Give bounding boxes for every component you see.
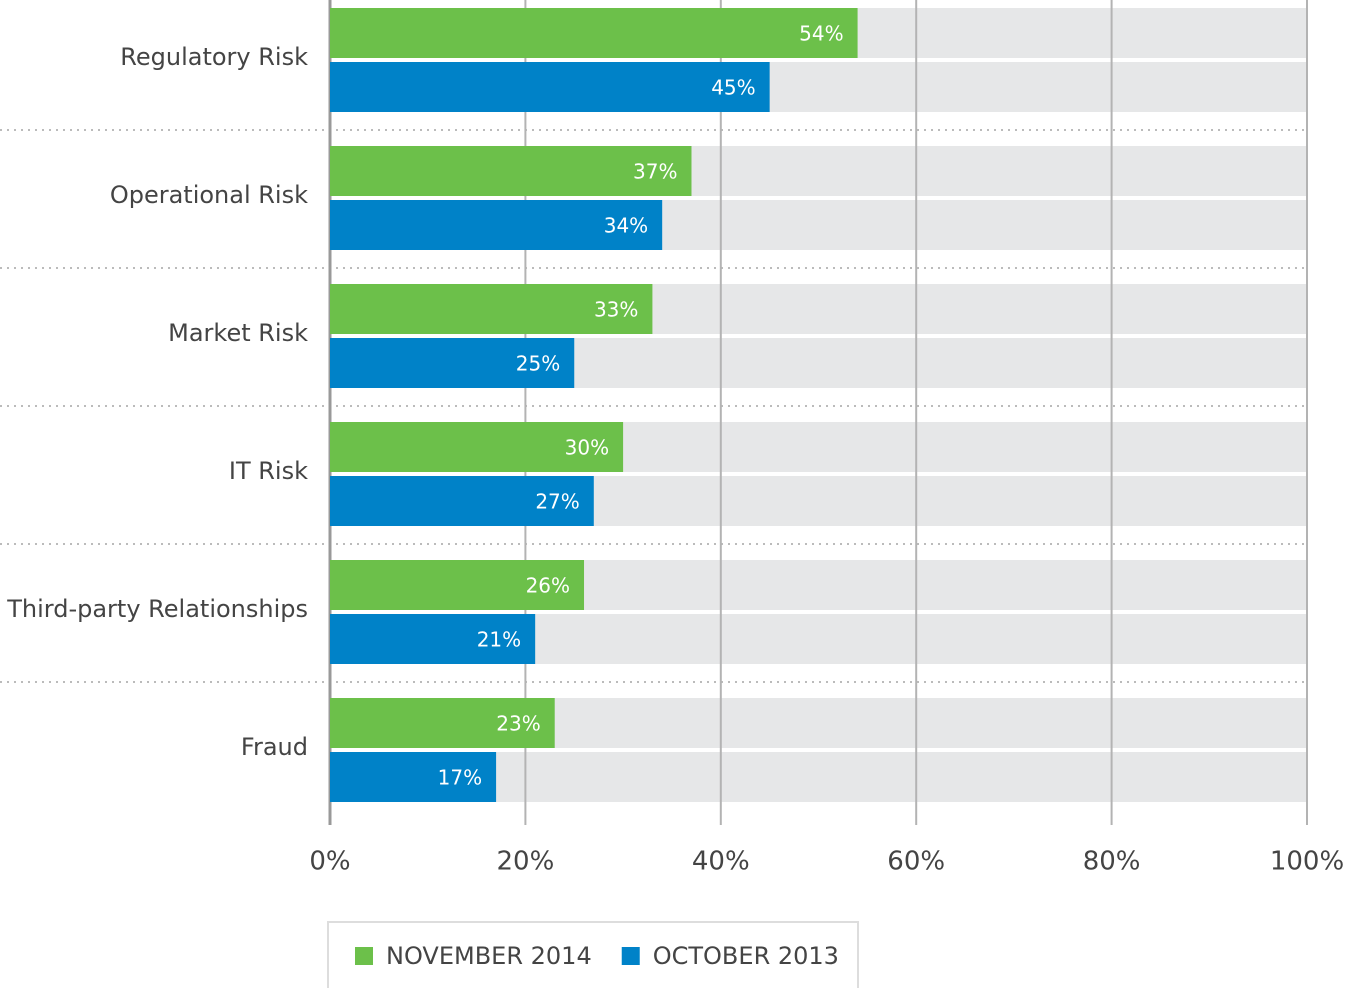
legend-box	[327, 921, 859, 988]
x-tick-label: 80%	[1083, 847, 1141, 877]
value-label: 34%	[604, 214, 648, 238]
bar	[330, 422, 624, 472]
x-tick-label: 60%	[887, 847, 945, 877]
value-label: 30%	[565, 436, 609, 460]
y-tick-label: Third-party Relationships	[6, 595, 308, 623]
y-tick-label: IT Risk	[229, 457, 308, 485]
bar	[330, 62, 770, 112]
x-tick-label: 0%	[309, 847, 350, 877]
bar	[330, 614, 536, 664]
value-label: 21%	[477, 628, 521, 652]
y-tick-label: Fraud	[241, 733, 308, 761]
x-tick-label: 20%	[497, 847, 555, 877]
legend-swatch	[355, 947, 373, 965]
bar	[330, 200, 663, 250]
bar	[330, 146, 692, 196]
x-tick-label: 100%	[1270, 847, 1344, 877]
bar	[330, 698, 555, 748]
bar	[330, 752, 497, 802]
legend-label: OCTOBER 2013	[653, 942, 839, 970]
value-label: 23%	[496, 712, 540, 736]
bar	[330, 560, 585, 610]
value-label: 27%	[535, 490, 579, 514]
bar	[330, 476, 594, 526]
value-label: 17%	[438, 766, 482, 790]
value-label: 54%	[799, 22, 843, 46]
legend-label: NOVEMBER 2014	[386, 942, 592, 970]
bar	[330, 8, 858, 58]
x-tick-label: 40%	[692, 847, 750, 877]
y-tick-label: Operational Risk	[110, 181, 308, 209]
bar	[330, 338, 575, 388]
y-tick-label: Regulatory Risk	[120, 43, 308, 71]
y-tick-label: Market Risk	[168, 319, 308, 347]
value-label: 26%	[526, 574, 570, 598]
value-label: 33%	[594, 298, 638, 322]
value-label: 37%	[633, 160, 677, 184]
value-label: 45%	[711, 76, 755, 100]
bar	[330, 284, 653, 334]
legend-swatch	[621, 947, 640, 965]
value-label: 25%	[516, 352, 560, 376]
